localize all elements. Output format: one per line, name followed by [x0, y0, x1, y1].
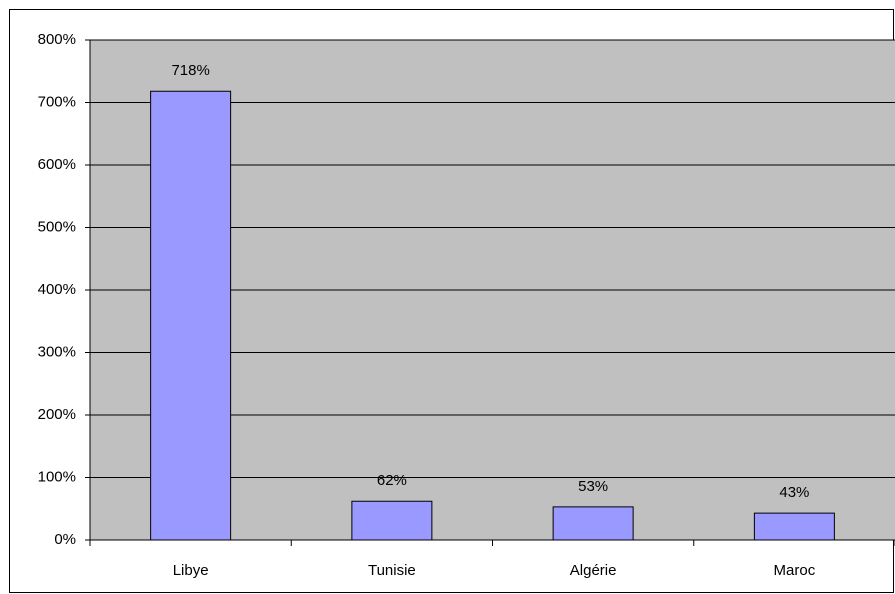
y-tick-label: 300%	[38, 343, 76, 360]
bar	[753, 512, 835, 541]
x-tick-label: Algérie	[570, 562, 617, 579]
value-label: 718%	[171, 62, 209, 79]
y-tick-label: 100%	[38, 468, 76, 485]
y-tick-label: 400%	[38, 281, 76, 298]
value-label: 53%	[578, 478, 608, 495]
y-tick-label: 800%	[38, 31, 76, 48]
y-tick-label: 200%	[38, 406, 76, 423]
value-label: 43%	[779, 484, 809, 501]
y-tick-label: 500%	[38, 218, 76, 235]
y-tick-label: 0%	[54, 531, 76, 548]
bar	[351, 500, 433, 541]
bar	[150, 90, 232, 541]
bar	[552, 506, 634, 541]
x-tick-label: Libye	[173, 562, 209, 579]
x-tick-label: Tunisie	[368, 562, 416, 579]
y-tick-label: 700%	[38, 93, 76, 110]
x-tick-label: Maroc	[774, 562, 816, 579]
value-label: 62%	[377, 472, 407, 489]
y-tick-label: 600%	[38, 156, 76, 173]
